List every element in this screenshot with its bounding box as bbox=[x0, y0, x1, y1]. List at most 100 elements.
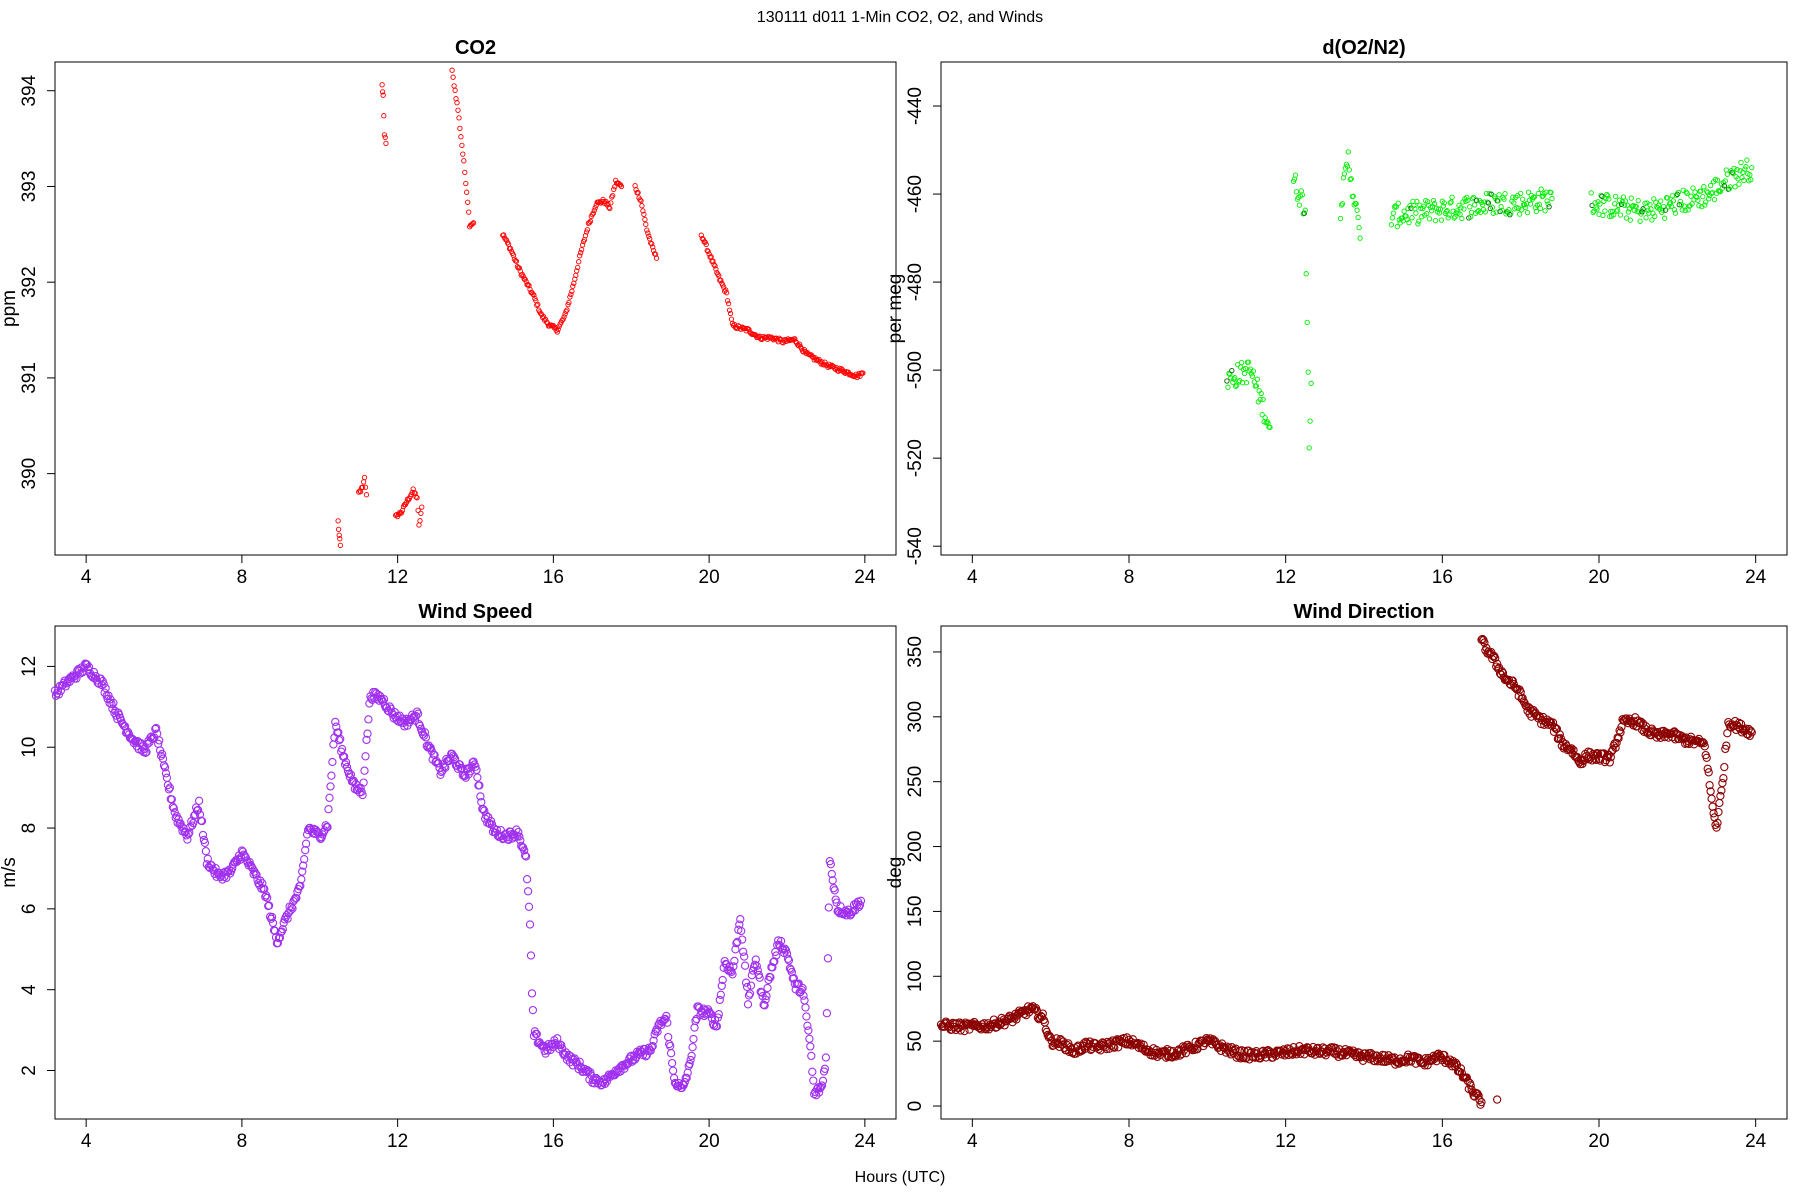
data-point bbox=[717, 981, 726, 991]
panel-title: Wind Direction bbox=[1294, 601, 1435, 623]
y-tick-label: -480 bbox=[905, 263, 926, 301]
panel-co2: CO2 4 8 12 16 20 24 390 391 392 393 394 ppm bbox=[0, 37, 897, 588]
data-point bbox=[784, 956, 794, 965]
data-point bbox=[364, 715, 373, 724]
data-point bbox=[1426, 216, 1433, 222]
y-axis-label: m/s bbox=[0, 857, 20, 888]
data-point bbox=[1350, 193, 1356, 199]
data-point bbox=[644, 227, 650, 233]
data-point bbox=[1683, 189, 1689, 195]
data-point bbox=[718, 975, 727, 985]
y-tick-label: -500 bbox=[905, 351, 926, 389]
data-point bbox=[1401, 208, 1407, 214]
data-point bbox=[760, 1001, 769, 1010]
data-point bbox=[337, 536, 343, 542]
data-point bbox=[301, 846, 310, 855]
data-point bbox=[1748, 177, 1754, 183]
data-point bbox=[1249, 373, 1256, 379]
data-point bbox=[708, 254, 714, 260]
data-point bbox=[1279, 1045, 1288, 1054]
data-point bbox=[414, 719, 424, 729]
data-point bbox=[363, 729, 372, 738]
data-point bbox=[730, 956, 739, 966]
data-point bbox=[1432, 217, 1439, 224]
data-point bbox=[1435, 206, 1442, 212]
data-point bbox=[740, 961, 750, 970]
data-point bbox=[1508, 210, 1514, 216]
data-point bbox=[737, 926, 746, 936]
y-tick-label: 250 bbox=[905, 766, 926, 798]
data-point bbox=[1711, 196, 1718, 203]
data-point bbox=[463, 180, 469, 187]
data-point bbox=[1260, 1048, 1270, 1057]
data-point bbox=[1544, 198, 1550, 204]
data-point bbox=[746, 981, 756, 990]
data-point bbox=[1566, 745, 1575, 754]
data-point bbox=[725, 962, 734, 972]
data-point bbox=[382, 134, 388, 141]
data-point bbox=[762, 991, 771, 1001]
data-point bbox=[641, 211, 647, 218]
data-point bbox=[362, 735, 371, 745]
y-axis-label: deg bbox=[885, 857, 906, 889]
data-point bbox=[380, 92, 386, 98]
data-point bbox=[1242, 365, 1249, 372]
data-point bbox=[1613, 208, 1620, 214]
data-point bbox=[538, 310, 544, 317]
data-point bbox=[649, 1036, 658, 1045]
data-point bbox=[736, 915, 745, 924]
data-point bbox=[337, 542, 344, 549]
data-point bbox=[1746, 726, 1755, 735]
data-point bbox=[1610, 208, 1616, 215]
data-point bbox=[155, 736, 164, 745]
data-point bbox=[460, 151, 466, 157]
data-point bbox=[327, 771, 336, 780]
data-point bbox=[362, 484, 369, 490]
data-point bbox=[1535, 711, 1544, 721]
data-point bbox=[855, 900, 865, 910]
x-tick-label: 16 bbox=[543, 1131, 564, 1152]
data-point bbox=[560, 316, 566, 322]
data-point bbox=[712, 1022, 722, 1031]
data-point bbox=[724, 298, 731, 304]
data-point bbox=[1413, 210, 1419, 216]
x-tick-label: 24 bbox=[1745, 1131, 1767, 1152]
data-point bbox=[1698, 188, 1704, 194]
data-point bbox=[339, 752, 349, 761]
data-point bbox=[458, 134, 464, 140]
data-point bbox=[450, 74, 456, 80]
data-point bbox=[1594, 206, 1600, 212]
data-point bbox=[606, 204, 612, 211]
data-point bbox=[1361, 1053, 1371, 1062]
data-point bbox=[615, 1063, 624, 1073]
data-point bbox=[726, 307, 733, 313]
data-point bbox=[141, 748, 150, 757]
data-point bbox=[1245, 359, 1252, 365]
data-point bbox=[600, 1079, 610, 1089]
data-point bbox=[1518, 693, 1527, 703]
data-point bbox=[1348, 176, 1354, 182]
x-tick-label: 12 bbox=[387, 567, 408, 588]
data-point bbox=[1302, 207, 1308, 213]
data-point bbox=[638, 198, 644, 204]
data-point bbox=[666, 1049, 676, 1058]
data-point bbox=[799, 991, 808, 1000]
data-point bbox=[1662, 207, 1669, 213]
plot-frame bbox=[54, 61, 897, 556]
data-point bbox=[823, 954, 833, 963]
data-point bbox=[152, 723, 161, 733]
panel-title: CO2 bbox=[455, 37, 496, 59]
data-point bbox=[796, 341, 803, 347]
data-point bbox=[817, 1081, 827, 1090]
data-point bbox=[1441, 200, 1447, 206]
data-point bbox=[1337, 215, 1344, 222]
data-point bbox=[1389, 215, 1396, 221]
data-point bbox=[72, 674, 81, 683]
data-point bbox=[607, 205, 613, 212]
data-point bbox=[1546, 204, 1552, 210]
data-point bbox=[682, 1073, 691, 1083]
data-point bbox=[1241, 370, 1248, 377]
data-point bbox=[645, 230, 651, 236]
data-point bbox=[109, 698, 118, 708]
data-point bbox=[258, 879, 267, 888]
